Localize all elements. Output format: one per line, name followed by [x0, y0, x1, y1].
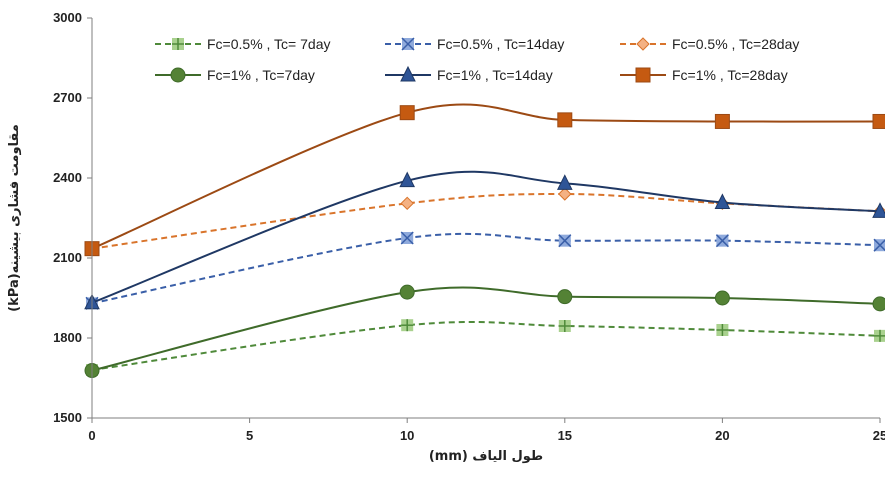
x-tick-label: 10 [400, 428, 414, 443]
data-point [400, 196, 414, 211]
legend-label: Fc=0.5% , Tc=14day [437, 36, 564, 52]
data-point [556, 174, 573, 190]
series-line [91, 103, 881, 250]
legend-item: Fc=1% , Tc=28day [620, 67, 788, 83]
data-point [714, 193, 731, 210]
data-point [715, 234, 729, 248]
data-point [872, 113, 885, 129]
y-tick-label: 1800 [53, 330, 82, 345]
data-point [399, 105, 415, 121]
x-axis-title: طول الیاف (mm) [429, 449, 543, 464]
data-point [714, 290, 730, 306]
data-point [872, 202, 885, 218]
data-point [557, 289, 573, 305]
legend-label: Fc=0.5% , Tc= 7day [207, 36, 330, 52]
plot-area [84, 103, 885, 379]
series-2 [85, 231, 885, 310]
data-point [714, 113, 730, 129]
series-6 [84, 103, 885, 257]
legend-marker [170, 67, 186, 83]
series-line [91, 192, 881, 250]
data-point [399, 284, 415, 300]
series-line [91, 320, 881, 371]
data-point [401, 319, 414, 332]
legend-item: Fc=0.5% , Tc= 7day [155, 36, 330, 52]
data-point [558, 187, 572, 201]
data-point [874, 329, 885, 342]
series-line [91, 170, 881, 304]
x-tick-label: 15 [558, 428, 572, 443]
series-3 [85, 187, 885, 256]
data-point [558, 320, 571, 332]
x-tick-label: 0 [88, 428, 95, 443]
x-tick-label: 20 [715, 428, 729, 443]
legend-marker [401, 37, 415, 51]
legend-marker [400, 65, 416, 82]
legend-marker [635, 67, 651, 83]
data-point [557, 112, 573, 128]
legend-label: Fc=0.5% , Tc=28day [672, 36, 799, 52]
y-tick-label: 1500 [53, 410, 82, 425]
y-tick-label: 2100 [53, 250, 82, 265]
legend-item: Fc=0.5% , Tc=14day [385, 36, 564, 52]
legend-item: Fc=0.5% , Tc=28day [620, 36, 799, 52]
y-axis-title: مقاومت فشاری بیشینه(kPa) [7, 124, 22, 312]
x-tick-label: 5 [246, 428, 253, 443]
legend-marker [636, 37, 650, 51]
legend-marker [172, 38, 184, 50]
legend-item: Fc=1% , Tc=7day [155, 67, 315, 83]
legend-label: Fc=1% , Tc=7day [207, 67, 315, 83]
legend-item: Fc=1% , Tc=14day [385, 65, 553, 83]
axes [91, 18, 880, 419]
legend: Fc=0.5% , Tc= 7day Fc=0.5% , Tc=14day Fc=0… [155, 36, 799, 83]
data-point [873, 238, 885, 252]
y-tick-label: 2700 [53, 90, 82, 105]
data-point [558, 234, 572, 248]
legend-label: Fc=1% , Tc=28day [672, 67, 788, 83]
data-point [400, 231, 414, 245]
series-4 [84, 284, 885, 379]
series-line [91, 232, 881, 305]
tick-labels: 1500 1800 2100 2400 2700 3000 0 5 10 15 20 25 [53, 10, 885, 443]
x-tick-label: 25 [873, 428, 885, 443]
data-point [399, 171, 416, 188]
y-tick-label: 2400 [53, 170, 82, 185]
data-point [872, 296, 885, 312]
series-line [91, 286, 881, 372]
series-1 [86, 319, 885, 376]
legend-label: Fc=1% , Tc=14day [437, 67, 553, 83]
data-point [716, 324, 729, 336]
y-tick-label: 3000 [53, 10, 82, 25]
